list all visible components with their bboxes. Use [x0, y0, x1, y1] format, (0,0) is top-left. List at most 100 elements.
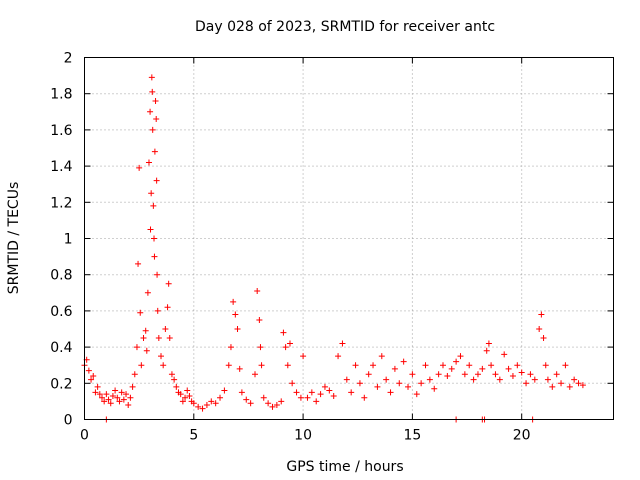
data-point [330, 392, 337, 399]
data-point [127, 394, 134, 401]
y-tick-label: 1.6 [50, 123, 72, 139]
data-point [273, 402, 280, 409]
y-tick-label: 0.4 [50, 340, 72, 356]
data-point [149, 88, 156, 95]
data-point [166, 335, 173, 342]
x-axis-label: GPS time / hours [286, 459, 403, 475]
data-point [470, 376, 477, 383]
data-point [426, 376, 433, 383]
data-point [221, 387, 228, 394]
data-point [280, 329, 287, 336]
data-point [343, 376, 350, 383]
data-point [435, 371, 442, 378]
data-points [81, 74, 586, 423]
data-point [137, 309, 144, 316]
y-tick-label: 1 [64, 232, 73, 248]
data-point [165, 280, 172, 287]
data-point [527, 371, 534, 378]
data-point [457, 353, 464, 360]
data-point [356, 380, 363, 387]
data-point [184, 387, 191, 394]
data-point [485, 340, 492, 347]
data-point [153, 116, 160, 123]
data-point [103, 391, 110, 398]
data-point [168, 371, 175, 378]
x-tick-label: 0 [80, 428, 89, 444]
chart-title: Day 028 of 2023, SRMTID for receiver ant… [195, 19, 495, 35]
data-point [339, 340, 346, 347]
data-point [391, 365, 398, 372]
data-point [154, 307, 161, 314]
x-tick-label: 10 [294, 428, 312, 444]
data-point [203, 402, 210, 409]
data-point [88, 376, 95, 383]
data-point [444, 373, 451, 380]
data-point [282, 344, 289, 351]
data-point [254, 287, 261, 294]
data-point [85, 367, 92, 374]
data-point [396, 380, 403, 387]
data-point [238, 389, 245, 396]
data-point [352, 362, 359, 369]
data-point [553, 371, 560, 378]
data-point [286, 340, 293, 347]
data-point [297, 394, 304, 401]
data-point [256, 316, 263, 323]
data-point [186, 392, 193, 399]
data-point [378, 353, 385, 360]
data-point [143, 347, 150, 354]
data-point [155, 335, 162, 342]
y-tick-label: 0.6 [50, 304, 72, 320]
data-point [135, 260, 142, 267]
data-point [365, 371, 372, 378]
data-point [284, 362, 291, 369]
x-tick-label: 5 [189, 428, 198, 444]
data-point [96, 391, 103, 398]
y-tick-label: 0 [64, 413, 73, 429]
data-point [150, 202, 157, 209]
y-tick-label: 1.2 [50, 195, 72, 211]
data-point [133, 344, 140, 351]
data-point [321, 383, 328, 390]
data-point [147, 226, 154, 233]
data-point [514, 362, 521, 369]
data-point [523, 380, 530, 387]
data-point [164, 304, 171, 311]
data-point [496, 376, 503, 383]
data-point [562, 362, 569, 369]
data-point [152, 97, 159, 104]
data-point [140, 335, 147, 342]
data-point [147, 108, 154, 115]
data-point [131, 371, 138, 378]
data-point [153, 177, 160, 184]
data-point [278, 398, 285, 405]
data-point [109, 392, 116, 399]
data-point [509, 373, 516, 380]
data-point [536, 326, 543, 332]
data-point [289, 380, 296, 387]
data-point [422, 362, 429, 369]
data-point [361, 394, 368, 401]
data-point [370, 362, 377, 369]
data-point [145, 159, 152, 166]
data-point [558, 380, 565, 387]
data-point [400, 358, 407, 365]
data-point [260, 394, 267, 401]
data-point [217, 394, 224, 401]
data-point [531, 376, 538, 383]
data-point [566, 383, 573, 390]
data-point [232, 311, 239, 318]
data-point [98, 394, 105, 401]
data-point [105, 396, 112, 403]
data-point [112, 387, 119, 394]
data-point [575, 380, 582, 387]
data-point [208, 398, 215, 405]
data-point [138, 362, 145, 369]
data-point [158, 353, 165, 360]
data-point [179, 398, 186, 405]
data-point [518, 369, 525, 376]
data-point [479, 365, 486, 372]
y-tick-label: 1.4 [50, 159, 72, 175]
data-point [149, 126, 156, 133]
data-point [151, 253, 158, 260]
